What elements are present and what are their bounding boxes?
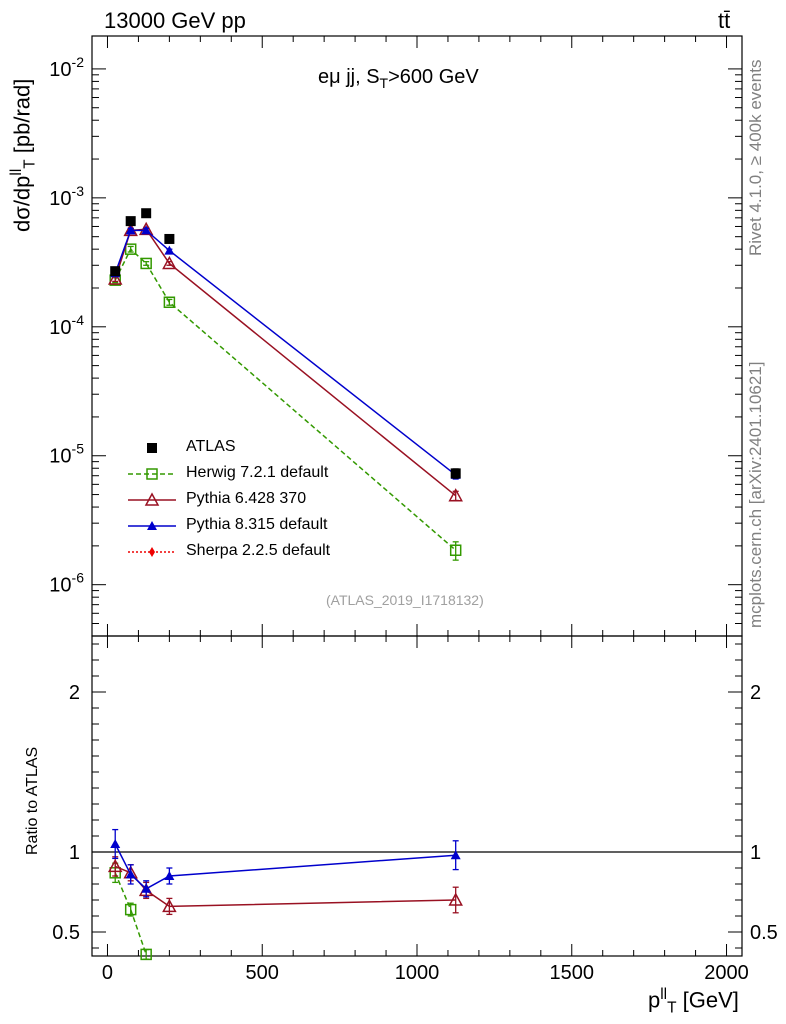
ratio-y-tick-label-right: 2 (750, 682, 761, 704)
herwig-point (140, 257, 152, 270)
x-tick-label: 0 (102, 962, 113, 984)
pythia6-point (448, 488, 463, 502)
herwig-point (163, 296, 176, 309)
atlas-point (110, 266, 121, 277)
ratio-pythia6-line (114, 865, 456, 908)
process-label: tt̄ (718, 8, 731, 33)
main-y-axis-label: dσ/dpllT [pb/rad] (8, 78, 39, 232)
ratio-pythia8-point (110, 839, 121, 848)
ratio-herwig-point (124, 903, 137, 916)
y-tick-label: 10-5 (49, 441, 84, 468)
source-label: mcplots.cern.ch [arXiv:2401.10621] (746, 361, 765, 628)
x-tick-label: 1000 (395, 962, 440, 984)
ratio-y-axis-label: Ratio to ATLAS (24, 746, 41, 855)
legend-label-herwig: Herwig 7.2.1 default (186, 464, 329, 481)
x-tick-label: 1500 (550, 962, 595, 984)
ratio-y-tick-label-left: 0.5 (52, 922, 80, 944)
ratio-y-tick-label-right: 1 (750, 842, 761, 864)
legend-label-pythia8: Pythia 8.315 default (186, 516, 328, 533)
ratio-pythia8-line (114, 843, 456, 890)
pythia8-point (141, 225, 152, 235)
y-tick-label: 10-3 (49, 183, 84, 210)
x-tick-label: 2000 (704, 962, 749, 984)
legend-marker-sherpa (149, 547, 155, 557)
pythia6-point (107, 271, 123, 285)
plot-title: eμ jj, ST>600 GeV (318, 66, 479, 91)
energy-label: 13000 GeV pp (104, 8, 246, 33)
x-axis-label: pllT [GeV] (648, 986, 739, 1017)
analysis-id: (ATLAS_2019_I1718132) (326, 592, 484, 608)
legend-marker-herwig (146, 468, 158, 480)
y-tick-label: 10-6 (49, 570, 84, 597)
ratio-y-tick-label-left: 2 (69, 682, 80, 704)
y-tick-label: 10-2 (49, 54, 84, 81)
rivet-version-label: Rivet 4.1.0, ≥ 400k events (746, 59, 765, 256)
ratio-pythia8-point (141, 883, 152, 893)
pythia6-line (114, 228, 457, 497)
pythia6-point (162, 255, 177, 270)
herwig-point (124, 243, 137, 255)
ratio-herwig-point (140, 948, 152, 961)
legend-label-sherpa: Sherpa 2.2.5 default (186, 542, 331, 559)
x-tick-label: 500 (246, 962, 279, 984)
main-panel: 10-6 10-5 10-4 10-3 10-2 (49, 35, 743, 956)
ratio-pythia8-point (125, 869, 136, 879)
legend-marker-pythia6 (144, 492, 160, 506)
ratio-pythia8-point (164, 871, 175, 880)
atlas-point (164, 233, 175, 244)
legend-label-pythia6: Pythia 6.428 370 (186, 490, 307, 507)
ratio-y-tick-label-right: 0.5 (750, 922, 778, 944)
atlas-point (125, 216, 136, 227)
pythia8-line (114, 229, 457, 476)
ratio-pythia6-point (162, 898, 177, 913)
atlas-point (141, 208, 152, 219)
herwig-point (449, 544, 462, 556)
herwig-line (114, 247, 457, 551)
legend-marker-pythia8 (147, 521, 157, 530)
y-tick-label: 10-4 (49, 312, 84, 339)
legend-markers (128, 443, 176, 557)
ratio-pythia6-point (448, 892, 463, 906)
ratio-frame-border (91, 635, 743, 957)
atlas-point (450, 468, 461, 479)
pythia8-point (125, 225, 136, 235)
legend-label-atlas: ATLAS (186, 438, 236, 455)
pythia8-point (164, 245, 175, 255)
ratio-pythia8-point (450, 850, 461, 860)
legend-marker-atlas (147, 443, 157, 453)
ratio-y-tick-label-left: 1 (69, 842, 80, 864)
ratio-pythia6-point (107, 858, 123, 873)
